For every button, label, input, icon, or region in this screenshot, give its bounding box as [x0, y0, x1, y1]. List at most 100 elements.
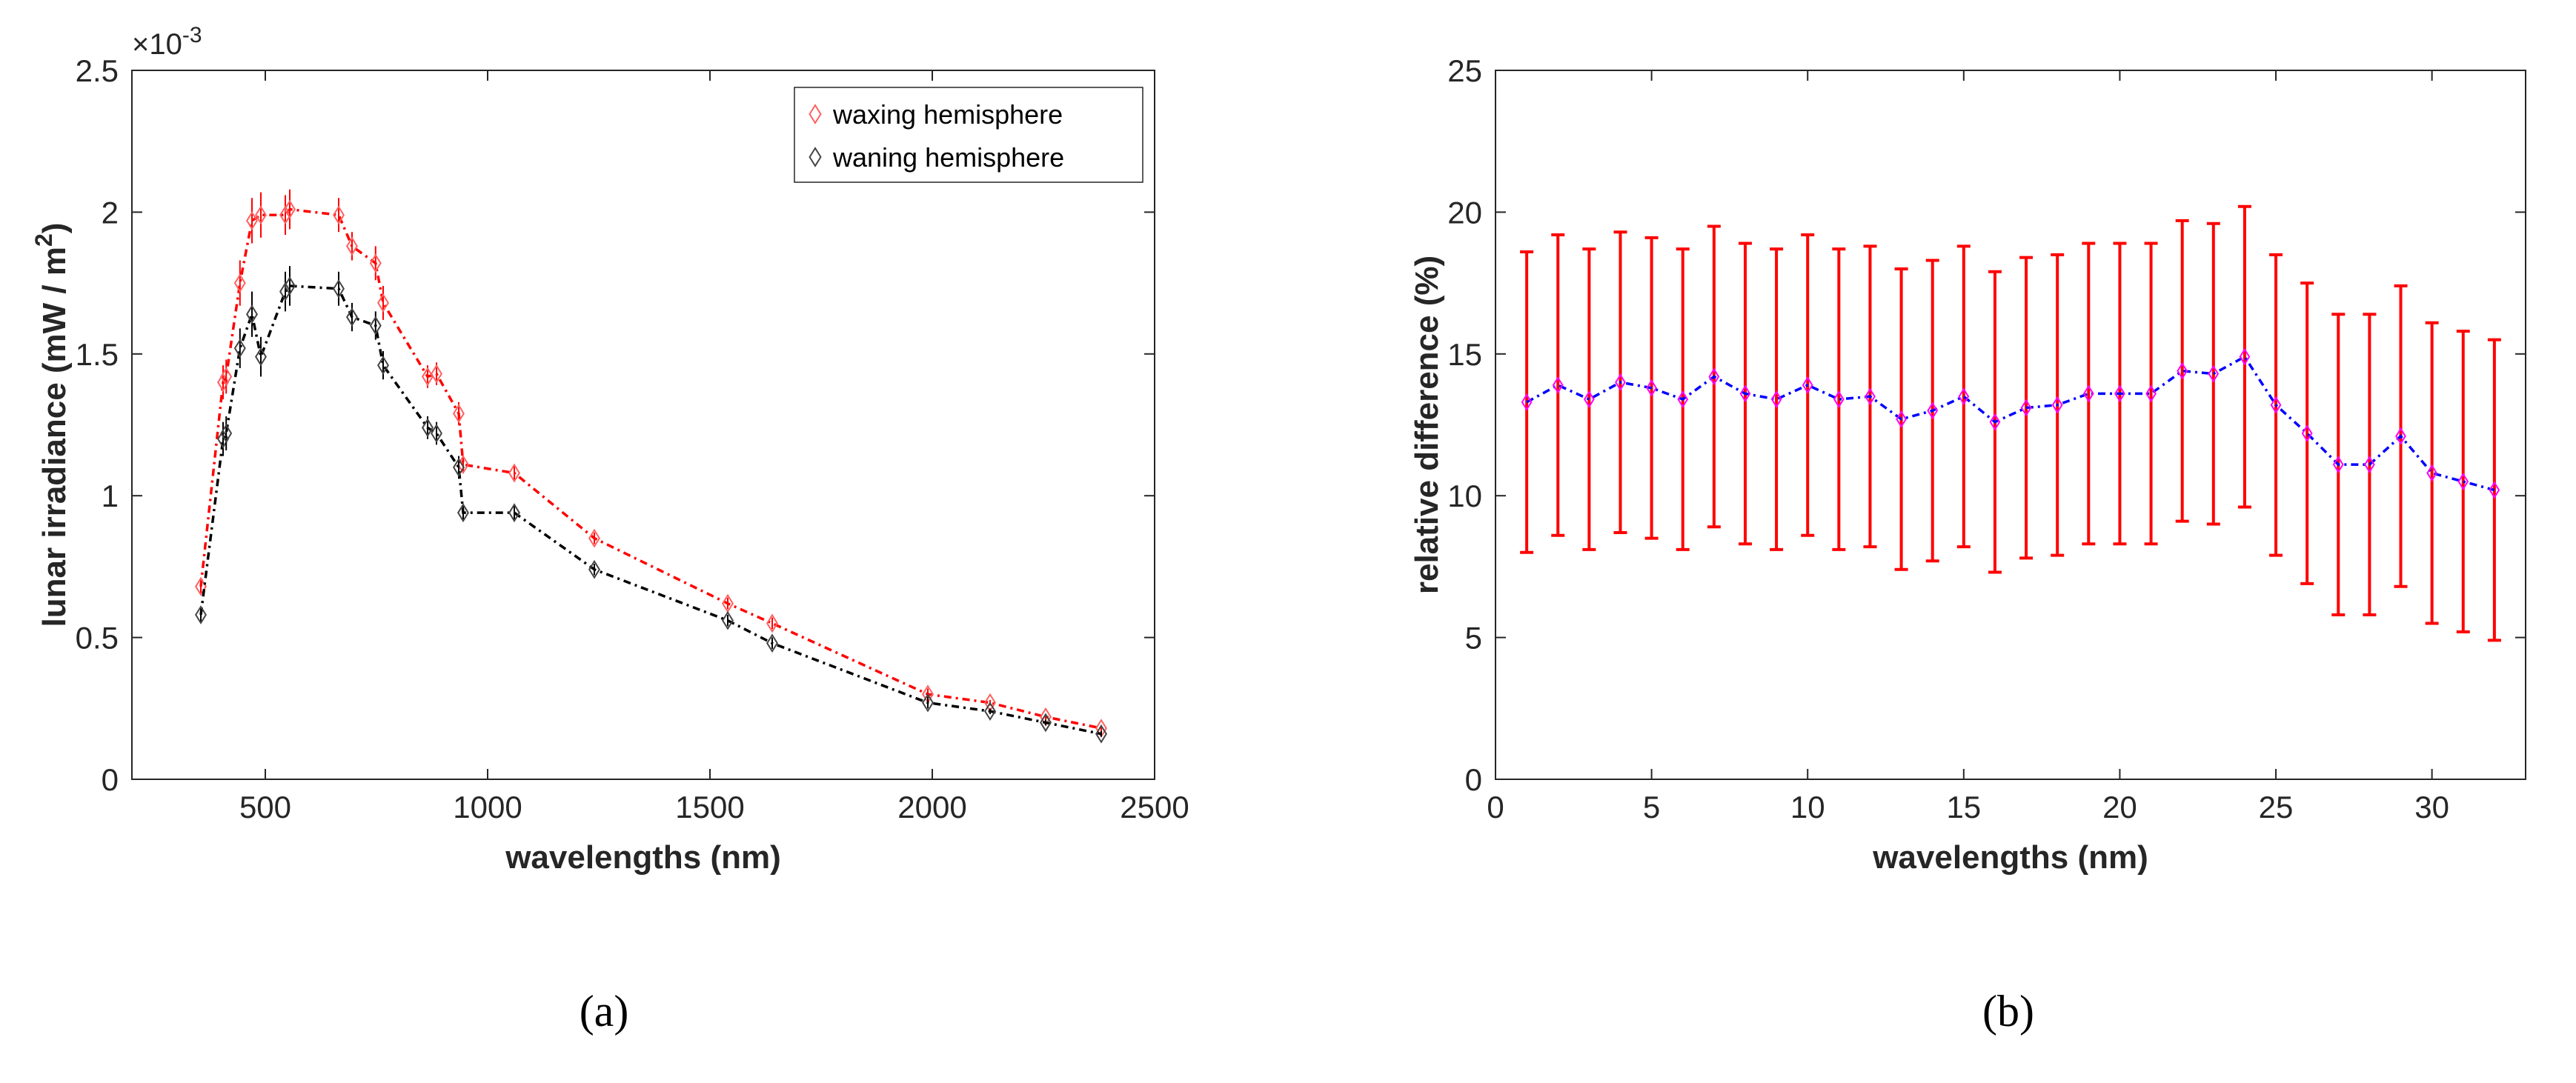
data-point-waxing [346, 236, 358, 256]
data-point-relative-difference [1896, 410, 1907, 428]
data-point-relative-difference [2457, 473, 2469, 490]
data-point-waxing [233, 273, 246, 293]
y-tick-label-a: 2 [102, 195, 119, 230]
data-point-relative-difference [1646, 379, 1657, 397]
data-point-waning [922, 693, 934, 713]
x-tick-label-b: 30 [2414, 790, 2449, 824]
data-point-waxing [453, 404, 465, 424]
y-tick-label-a: 0.5 [76, 621, 119, 656]
data-point-waning [377, 356, 389, 376]
data-point-waning [1040, 713, 1052, 733]
data-point-relative-difference [1989, 413, 2001, 431]
data-point-relative-difference [1770, 390, 1782, 408]
y-tick-label-b: 5 [1465, 621, 1482, 656]
chart-panel-b: 0 5 10 15 20 25 30 0 5 10 15 20 25 wavelengths (nm) re… [1409, 53, 2526, 1036]
plot-area-b [1495, 70, 2526, 780]
data-point-relative-difference [1708, 367, 1720, 386]
series-line-relative-difference [1526, 355, 2495, 492]
data-point-relative-difference [2426, 464, 2438, 482]
y-tick-label-a: 0 [102, 762, 119, 797]
data-point-waxing [284, 199, 296, 219]
data-point-waxing [246, 210, 258, 230]
data-point-waning [333, 279, 345, 299]
data-point-waning [508, 503, 520, 523]
x-tick-label-b: 10 [1790, 790, 1825, 824]
x-tick-label-a: 500 [239, 790, 291, 824]
data-point-waning [255, 347, 267, 367]
data-point-waning [722, 610, 734, 630]
x-axis-label-a: wavelengths (nm) [505, 839, 781, 876]
y-tick-label-b: 25 [1447, 53, 1482, 88]
data-point-relative-difference [2114, 384, 2125, 403]
x-tick-label-b: 20 [2102, 790, 2137, 824]
data-point-waning [195, 605, 207, 624]
data-point-waxing [255, 205, 267, 225]
data-point-relative-difference [1802, 376, 1813, 394]
legend-label-waning: waning hemisphere [832, 142, 1064, 173]
data-point-relative-difference [2051, 396, 2063, 414]
y-tick-label-b: 0 [1465, 762, 1482, 797]
data-point-relative-difference [2270, 396, 2282, 414]
data-point-relative-difference [2332, 456, 2344, 473]
legend-marker-waxing [809, 104, 822, 124]
chart-panel-a: 500 1000 1500 2000 2500 0 0.5 1 1.5 2 2.5 ×10-3 wave… [30, 23, 1189, 1036]
data-point-relative-difference [1833, 390, 1845, 408]
data-point-relative-difference [2301, 424, 2313, 442]
caption-b: (b) [1982, 987, 2034, 1036]
data-point-relative-difference [1958, 387, 1970, 406]
data-point-waning [369, 316, 382, 336]
data-point-waning [984, 702, 996, 722]
y-tick-label-a: 1 [102, 479, 119, 513]
y-exponent-label-a: ×10-3 [132, 23, 202, 61]
y-tick-label-b: 15 [1447, 337, 1482, 372]
data-point-waning [346, 307, 358, 327]
legend-box-a [794, 87, 1143, 183]
y-axis-label-a: lunar irradiance (mW / m2) [30, 223, 73, 627]
x-tick-label-a: 1500 [675, 790, 744, 824]
legend-label-waxing: waxing hemisphere [832, 99, 1063, 130]
x-axis-label-b: wavelengths (nm) [1872, 839, 2148, 876]
data-point-waxing [369, 253, 382, 273]
caption-a: (a) [580, 987, 629, 1036]
data-point-waxing [588, 528, 600, 548]
data-point-waning [588, 559, 600, 579]
data-point-relative-difference [2177, 361, 2188, 380]
data-point-waxing [766, 613, 778, 633]
x-tick-label-a: 1000 [453, 790, 522, 824]
data-point-relative-difference [2364, 456, 2375, 473]
data-point-waning [220, 424, 233, 443]
data-point-waning [453, 458, 465, 477]
data-point-waning [284, 276, 296, 296]
data-point-relative-difference [2208, 364, 2220, 383]
x-tick-label-b: 25 [2259, 790, 2294, 824]
data-point-waning [246, 304, 258, 324]
data-point-waning [1095, 724, 1107, 744]
data-point-waning [431, 424, 442, 443]
y-tick-label-b: 10 [1447, 479, 1482, 513]
data-point-waxing [508, 463, 520, 483]
data-point-waning [422, 418, 434, 438]
x-tick-label-a: 2000 [897, 790, 966, 824]
data-point-waning [457, 503, 469, 523]
data-point-waning [279, 281, 291, 301]
x-tick-label-b: 15 [1946, 790, 1981, 824]
legend-marker-waning [809, 147, 822, 167]
data-point-relative-difference [2020, 399, 2032, 417]
x-tick-label-b: 5 [1643, 790, 1660, 824]
data-point-waxing [279, 205, 291, 225]
data-point-relative-difference [2082, 384, 2094, 403]
data-point-waxing [220, 367, 233, 387]
y-tick-label-b: 20 [1447, 195, 1482, 230]
data-point-relative-difference [2145, 384, 2157, 403]
plot-area-a [131, 70, 1155, 780]
data-point-waxing [377, 293, 389, 313]
data-point-relative-difference [1583, 390, 1595, 408]
data-point-relative-difference [1677, 390, 1689, 408]
y-tick-label-a: 2.5 [76, 53, 119, 88]
data-point-relative-difference [2489, 481, 2500, 499]
data-point-waxing [431, 364, 442, 384]
x-tick-label-a: 2500 [1120, 790, 1189, 824]
data-point-relative-difference [1865, 387, 1876, 406]
data-point-waxing [333, 205, 345, 225]
